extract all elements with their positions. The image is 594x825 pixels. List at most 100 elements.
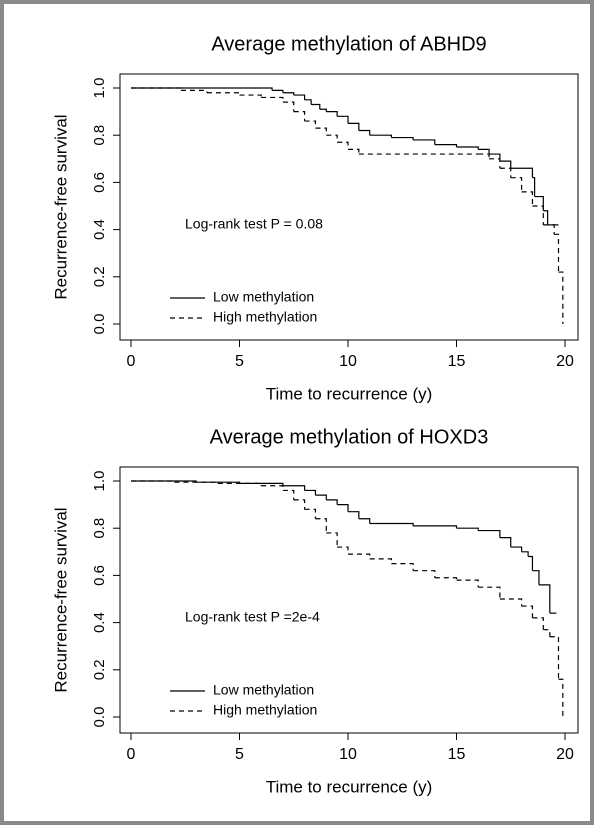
- y-tick-label: 0.6: [91, 172, 108, 193]
- survival-step: [326, 499, 338, 505]
- legend-label: High methylation: [213, 309, 317, 325]
- survival-step: [304, 120, 317, 129]
- survival-step: [391, 136, 414, 140]
- survival-step: [337, 115, 349, 124]
- survival-step: [282, 92, 295, 96]
- y-tick-label: 0.8: [91, 518, 108, 539]
- survival-step: [510, 167, 534, 178]
- survival-step: [558, 271, 564, 324]
- y-tick-label: 0.4: [91, 219, 108, 240]
- x-tick-label: 0: [127, 353, 136, 370]
- x-tick-label: 0: [127, 746, 136, 763]
- survival-step: [304, 489, 317, 496]
- survival-step: [348, 511, 360, 519]
- y-tick-label: 0.8: [91, 125, 108, 146]
- survival-step: [337, 141, 349, 150]
- survival-step: [558, 678, 564, 717]
- y-tick-label: 0.4: [91, 612, 108, 633]
- survival-step: [532, 177, 536, 197]
- survival-step: [326, 532, 338, 548]
- survival-step: [532, 205, 544, 225]
- survival-step: [282, 101, 295, 112]
- y-tick-label: 1.0: [91, 78, 108, 99]
- survival-step: [538, 584, 551, 614]
- survival-step: [293, 94, 306, 100]
- x-tick-label: 10: [339, 353, 357, 370]
- survival-step: [413, 570, 436, 578]
- x-axis-title: Time to recurrence (y): [266, 384, 433, 403]
- survival-step: [499, 160, 512, 169]
- survival-step: [348, 122, 360, 131]
- survival-step: [272, 89, 284, 93]
- survival-step: [293, 499, 306, 510]
- survival-step: [478, 148, 490, 155]
- survival-step: [499, 167, 512, 178]
- survival-step: [337, 546, 349, 555]
- survival-step: [391, 563, 414, 571]
- legend-label: Low methylation: [213, 682, 314, 698]
- survival-step: [369, 522, 414, 526]
- survival-step: [326, 134, 338, 143]
- survival-step: [489, 158, 501, 169]
- survival-step: [528, 555, 534, 571]
- x-axis-title: Time to recurrence (y): [266, 777, 433, 796]
- y-tick-label: 0.6: [91, 565, 108, 586]
- survival-step: [510, 177, 523, 192]
- survival-step: [456, 146, 479, 150]
- survival-step: [311, 103, 321, 110]
- survival-step: [521, 191, 534, 206]
- plot-box: [119, 466, 579, 734]
- survival-step: [282, 489, 295, 500]
- survival-step: [358, 129, 371, 136]
- survival-step: [499, 537, 512, 548]
- x-tick-label: 10: [339, 746, 357, 763]
- y-tick-label: 0.2: [91, 659, 108, 680]
- y-tick-label: 0.2: [91, 266, 108, 287]
- survival-step: [282, 485, 306, 491]
- survival-step: [304, 508, 317, 519]
- survival-step: [217, 482, 262, 486]
- y-axis-title: Recurrence-free survival: [51, 114, 70, 299]
- survival-step: [543, 629, 551, 637]
- annotation: Log-rank test P = 0.08: [185, 216, 323, 232]
- survival-step: [521, 551, 529, 557]
- survival-step: [369, 134, 392, 138]
- survival-step: [434, 144, 458, 147]
- survival-step: [206, 92, 241, 96]
- survival-step: [239, 94, 262, 98]
- survival-step: [315, 494, 327, 500]
- survival-step: [554, 233, 560, 273]
- chart-title: Average methylation of ABHD9: [211, 33, 486, 55]
- survival-step: [532, 617, 544, 630]
- survival-step: [413, 139, 436, 145]
- x-tick-label: 5: [235, 746, 244, 763]
- survival-step: [358, 518, 371, 524]
- survival-step: [304, 99, 312, 105]
- survival-step: [348, 553, 371, 559]
- survival-step: [348, 148, 360, 155]
- survival-step: [489, 153, 501, 162]
- survival-step: [478, 586, 501, 599]
- survival-step: [543, 210, 549, 225]
- survival-step: [499, 598, 523, 607]
- x-tick-label: 15: [448, 353, 466, 370]
- y-tick-label: 0.0: [91, 314, 108, 335]
- survival-step: [478, 153, 490, 159]
- legend-label: Low methylation: [213, 289, 314, 305]
- chart-title: Average methylation of HOXD3: [210, 426, 489, 448]
- survival-step: [478, 529, 501, 538]
- survival-step: [337, 504, 349, 512]
- survival-step: [434, 577, 458, 581]
- survival-step: [456, 579, 479, 588]
- survival-step: [180, 89, 208, 93]
- survival-step: [510, 546, 523, 552]
- x-tick-label: 5: [235, 353, 244, 370]
- survival-step: [315, 127, 327, 136]
- survival-step: [413, 525, 458, 529]
- survival-step: [549, 636, 560, 680]
- survival-step: [543, 224, 555, 235]
- survival-step: [326, 111, 338, 117]
